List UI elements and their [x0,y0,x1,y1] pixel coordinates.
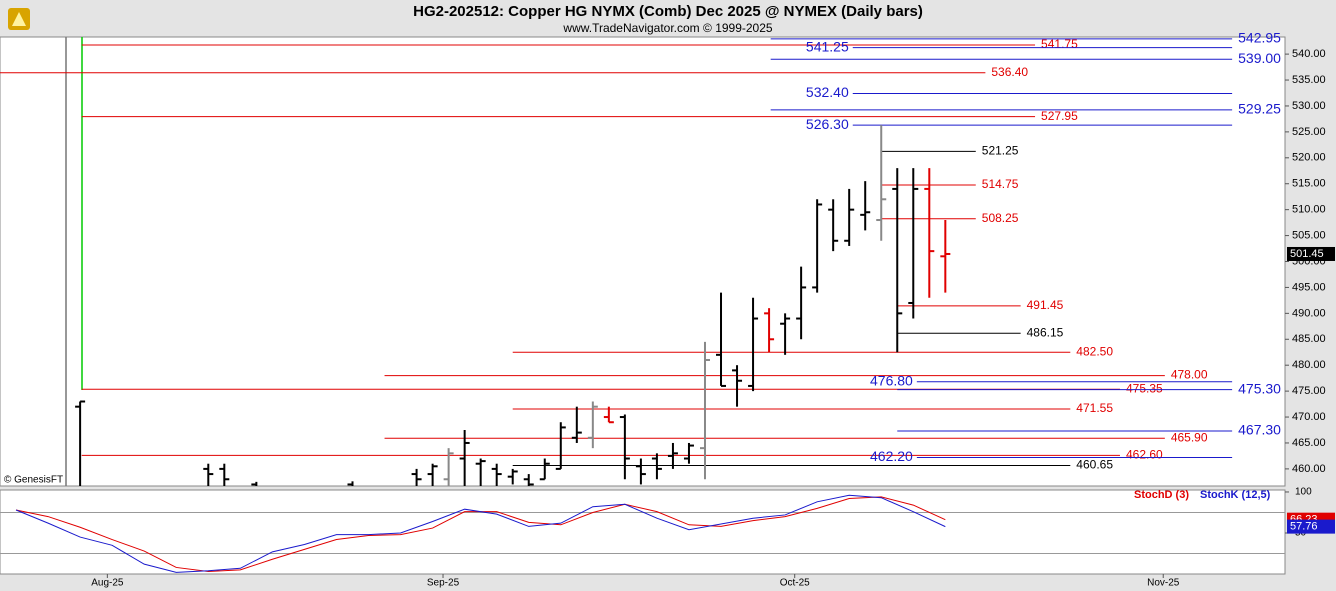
stoch-y-tick-label: 100 [1295,487,1312,498]
y-tick-label: 465.00 [1292,437,1326,449]
logo [8,8,30,30]
y-tick-label: 530.00 [1292,100,1326,112]
stoch-last-label: 57.76 [1290,521,1318,533]
stoch-line [15,494,946,573]
watermark: © GenesisFT [4,475,63,486]
level-label: 476.80 [870,372,913,388]
level-label: 541.25 [806,38,849,54]
y-tick-label: 475.00 [1292,385,1326,397]
stoch-panel [0,489,1286,575]
y-tick-label: 535.00 [1292,74,1326,86]
y-tick-label: 485.00 [1292,333,1326,345]
level-label: 542.95 [1238,30,1281,46]
y-tick-label: 515.00 [1292,178,1326,190]
price-panel [0,36,1286,487]
level-label: 536.40 [991,65,1028,79]
last-price-label: 501.45 [1290,248,1324,260]
y-tick-label: 460.00 [1292,463,1326,475]
x-tick-label: Aug-25 [91,578,124,589]
level-label: 532.40 [806,84,849,100]
level-label: 527.95 [1041,109,1078,123]
y-tick-label: 495.00 [1292,281,1326,293]
level-label: 514.75 [982,177,1019,191]
y-tick-label: 490.00 [1292,307,1326,319]
level-label: 467.30 [1238,422,1281,438]
level-label: 529.25 [1238,101,1281,117]
chart-title: HG2-202512: Copper HG NYMX (Comb) Dec 20… [413,3,923,20]
level-label: 486.15 [1027,325,1064,339]
level-label: 471.55 [1076,401,1113,415]
y-tick-label: 480.00 [1292,359,1326,371]
x-tick-label: Sep-25 [427,578,460,589]
price-plot: 541.75536.40527.95514.75508.25491.45482.… [0,37,1233,486]
y-tick-label: 510.00 [1292,204,1326,216]
y-tick-label: 525.00 [1292,126,1326,138]
stoch-plot [0,494,1285,573]
legend-entry: StochD (3) [1134,489,1189,501]
level-label: 475.30 [1238,380,1281,396]
stoch-last-box [1287,519,1335,534]
y-tick-label: 520.00 [1292,152,1326,164]
level-label: 460.65 [1076,458,1113,472]
level-label: 465.90 [1171,430,1208,444]
level-label: 462.60 [1126,448,1163,462]
level-label: 508.25 [982,211,1019,225]
level-label: 478.00 [1171,368,1208,382]
x-tick-label: Oct-25 [780,578,810,589]
last-price-box [1287,246,1335,261]
level-label: 491.45 [1027,298,1064,312]
y-tick-label: 540.00 [1292,48,1326,60]
level-label: 482.50 [1076,344,1113,358]
level-label: 475.35 [1126,381,1163,395]
x-tick-label: Nov-25 [1147,578,1180,589]
y-tick-label: 470.00 [1292,411,1326,423]
y-tick-label: 505.00 [1292,229,1326,241]
level-label: 539.00 [1238,50,1281,66]
level-label: 462.20 [870,448,913,464]
level-label: 521.25 [982,143,1019,157]
legend-entry: StochK (12,5) [1200,489,1271,501]
level-label: 526.30 [806,116,849,132]
chart-subtitle: www.TradeNavigator.com © 1999-2025 [562,21,772,35]
